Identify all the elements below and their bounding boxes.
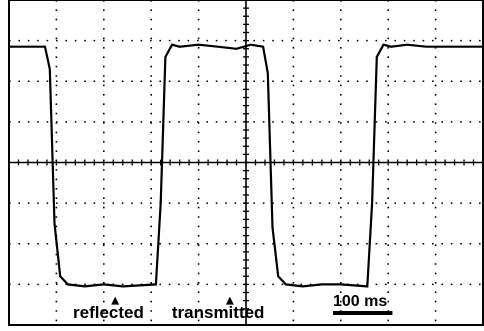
scale-bar: 100 ms <box>333 293 393 315</box>
annotations: reflected transmitted <box>73 296 265 322</box>
center-axes <box>9 0 483 325</box>
scale-bar-label: 100 ms <box>333 293 387 310</box>
annotation-arrow-head <box>225 296 234 305</box>
scale-bar-line <box>333 311 393 315</box>
signal-trace <box>9 43 483 288</box>
annotation-arrow-head <box>111 296 120 305</box>
grid <box>9 0 483 325</box>
annotation-label: transmitted <box>172 303 265 322</box>
annotation-label: reflected <box>73 303 144 322</box>
